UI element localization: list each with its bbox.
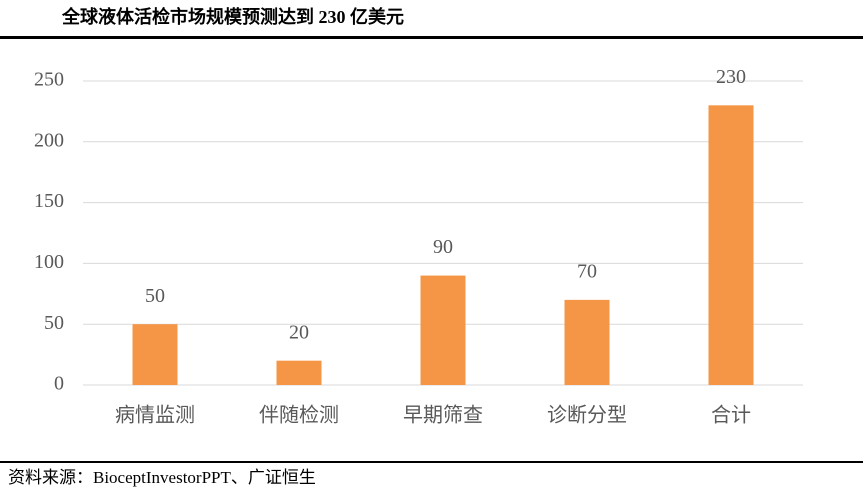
bar bbox=[420, 275, 466, 385]
y-tick-label: 150 bbox=[34, 190, 64, 212]
data-label: 230 bbox=[716, 66, 746, 88]
y-tick-label: 50 bbox=[44, 312, 64, 334]
x-tick-label: 合计 bbox=[711, 404, 751, 427]
y-tick-label: 0 bbox=[54, 373, 64, 395]
x-tick-label: 伴随检测 bbox=[259, 404, 339, 427]
y-tick-label: 250 bbox=[34, 69, 64, 91]
title-rule bbox=[0, 36, 863, 39]
data-label: 70 bbox=[577, 260, 597, 282]
x-tick-label: 早期筛查 bbox=[403, 404, 483, 427]
y-tick-label: 200 bbox=[34, 129, 64, 151]
data-label: 20 bbox=[289, 321, 309, 343]
data-label: 90 bbox=[433, 236, 453, 258]
bar bbox=[564, 299, 610, 385]
bar bbox=[276, 360, 322, 385]
x-tick-label: 诊断分型 bbox=[547, 404, 627, 427]
source-rule bbox=[0, 461, 863, 463]
x-tick-label: 病情监测 bbox=[115, 404, 195, 427]
data-label: 50 bbox=[145, 285, 165, 307]
chart-title: 全球液体活检市场规模预测达到 230 亿美元 bbox=[61, 6, 404, 27]
source: 资料来源：BioceptInvestorPPT、广证恒生 bbox=[8, 468, 316, 487]
bar bbox=[708, 105, 754, 385]
y-tick-label: 100 bbox=[34, 251, 64, 273]
bar bbox=[132, 324, 178, 385]
